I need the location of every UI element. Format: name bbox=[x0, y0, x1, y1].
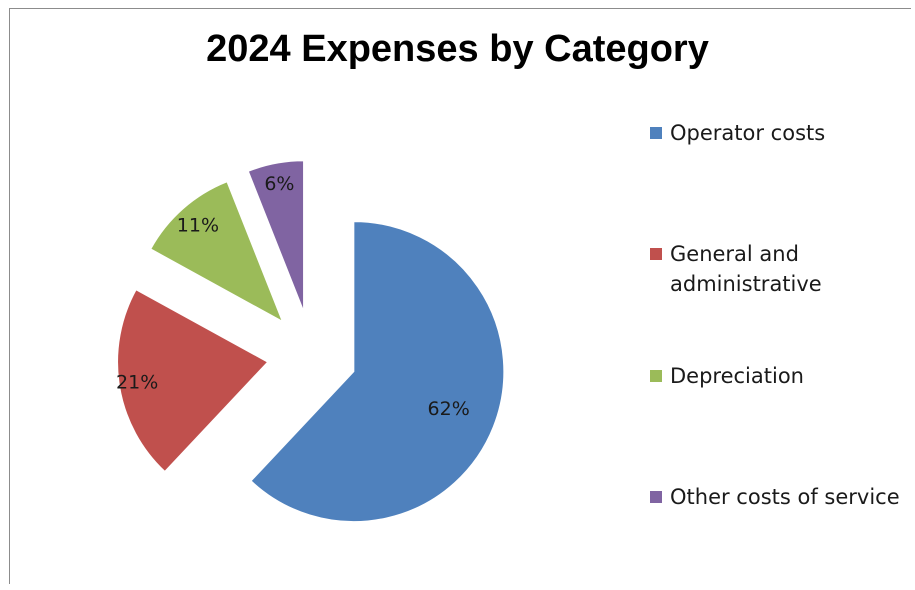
chart-area bbox=[9, 8, 911, 584]
data-label-depreciation: 11% bbox=[177, 215, 219, 237]
data-label-operator-costs: 62% bbox=[428, 398, 470, 420]
legend-item-depreciation: Depreciation bbox=[650, 361, 910, 391]
legend-label: Operator costs bbox=[670, 121, 826, 145]
legend-label: Depreciation bbox=[670, 364, 804, 388]
legend-swatch-operator-costs bbox=[650, 127, 662, 139]
legend-item-operator-costs: Operator costs bbox=[650, 118, 910, 148]
data-label-general-and-administrative: 21% bbox=[116, 372, 158, 394]
pie-slice-general-and-administrative bbox=[117, 289, 269, 473]
legend-label: Other costs of service bbox=[670, 485, 900, 509]
legend-label: General and administrative bbox=[670, 242, 822, 296]
data-label-other-costs-of-service: 6% bbox=[264, 173, 294, 195]
legend-swatch-other-costs-of-service bbox=[650, 491, 662, 503]
legend-swatch-depreciation bbox=[650, 370, 662, 382]
legend-swatch-general-and-administrative bbox=[650, 248, 662, 260]
legend-item-general-and-administrative: General and administrative bbox=[650, 239, 840, 299]
pie-slice-other-costs-of-service bbox=[247, 160, 305, 311]
chart-title: 2024 Expenses by Category bbox=[206, 28, 709, 70]
pie-slice-depreciation bbox=[150, 181, 284, 323]
pie-slice-operator-costs bbox=[250, 221, 505, 523]
legend-item-other-costs-of-service: Other costs of service bbox=[650, 482, 910, 512]
